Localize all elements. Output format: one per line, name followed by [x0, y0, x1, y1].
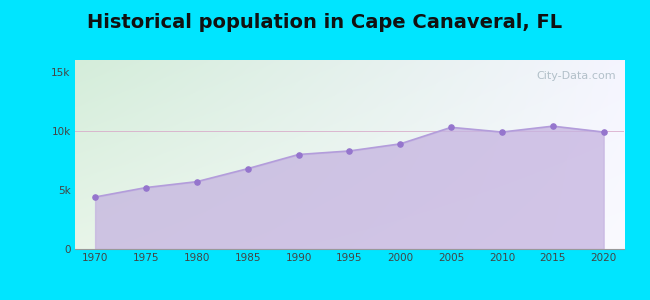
Text: City-Data.com: City-Data.com	[536, 71, 616, 81]
Point	[599, 130, 609, 134]
Point	[395, 142, 406, 146]
Point	[547, 124, 558, 128]
Point	[293, 152, 304, 157]
Point	[141, 185, 151, 190]
Point	[344, 148, 355, 153]
Point	[446, 125, 456, 130]
Point	[192, 179, 202, 184]
Point	[497, 130, 507, 134]
Point	[90, 195, 100, 200]
Text: Historical population in Cape Canaveral, FL: Historical population in Cape Canaveral,…	[88, 14, 562, 32]
Point	[242, 166, 253, 171]
